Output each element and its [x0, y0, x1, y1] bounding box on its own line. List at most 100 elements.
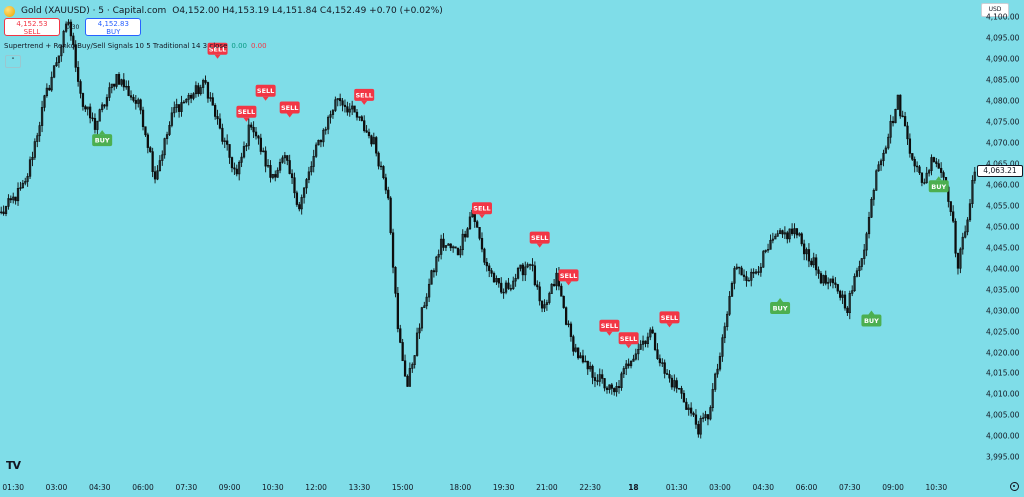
candlestick-chart[interactable]: SELLBUYSELLSELLSELLSELLSELLSELLSELLSELLS…	[0, 0, 976, 470]
candle-body	[860, 258, 863, 267]
candle-body	[305, 179, 308, 189]
symbol-name[interactable]: Gold (XAUUSD) · 5 · Capital.com	[21, 6, 167, 16]
time-axis[interactable]: 01:30 03:00 04:30 06:00 07:30 09:00 10:30 12:00…	[0, 470, 976, 497]
candle-body	[706, 414, 710, 420]
candle-body	[81, 93, 85, 107]
sell-signal[interactable]: SELL	[354, 88, 375, 105]
candle-body	[490, 270, 493, 274]
candle-body	[69, 21, 73, 37]
candle-body	[286, 155, 289, 161]
candle-body	[307, 171, 311, 180]
candle-body	[165, 134, 169, 139]
candle-body	[444, 245, 448, 248]
candle-body	[459, 249, 462, 256]
candle-body	[562, 295, 565, 308]
signal-label: SELL	[531, 234, 548, 242]
candle-body	[670, 377, 674, 388]
sell-signal[interactable]: SELL	[207, 42, 228, 59]
signal-label: SELL	[209, 45, 226, 53]
candle-body	[447, 243, 450, 246]
candle-body	[125, 85, 128, 88]
price-axis[interactable]: 4,100.00 4,095.00 4,090.00 4,085.00 4,080.00…	[976, 0, 1024, 470]
candle-body	[675, 380, 678, 389]
candle-body	[677, 388, 681, 390]
sell-signal[interactable]: SELL	[236, 105, 257, 122]
candle-body	[67, 21, 70, 25]
indicator-legend[interactable]: Supertrend + Renko Buy/Sell Signals 10 5…	[4, 42, 267, 50]
sell-signal[interactable]: SELL	[529, 231, 550, 248]
candle-body	[918, 166, 921, 174]
candle-body	[168, 125, 171, 135]
candle-body	[14, 196, 17, 202]
signal-box	[861, 314, 882, 327]
candle-body	[497, 278, 500, 284]
candle-body	[31, 157, 34, 161]
candle-body	[908, 138, 912, 154]
price-tick-label: 4,040.00	[986, 264, 1020, 274]
current-price-label: 4,063.21	[977, 165, 1023, 178]
candle-body	[375, 137, 378, 154]
buy-signal[interactable]: BUY	[770, 297, 791, 314]
candle-body	[223, 140, 226, 142]
sell-signal[interactable]: SELL	[255, 84, 276, 101]
candle-body	[319, 139, 323, 143]
candle-body	[754, 271, 758, 274]
candle-body	[384, 177, 387, 191]
currency-button[interactable]: USD	[981, 3, 1009, 17]
candle-body	[673, 380, 676, 388]
candle-body	[721, 337, 724, 357]
candle-body	[831, 278, 835, 284]
candle-body	[466, 228, 469, 238]
candle-body	[163, 138, 166, 156]
candle-body	[685, 401, 688, 410]
sell-signal[interactable]: SELL	[279, 101, 300, 118]
candle-body	[427, 283, 431, 298]
candle-body	[887, 136, 890, 149]
candle-body	[658, 358, 662, 364]
candle-body	[108, 87, 111, 98]
price-tick-label: 4,090.00	[986, 54, 1020, 64]
candle-body	[689, 407, 693, 414]
candle-body	[89, 106, 92, 119]
candle-body	[257, 135, 260, 139]
candle-body	[528, 264, 532, 266]
gear-icon[interactable]	[1010, 482, 1019, 491]
candle-body	[579, 355, 582, 359]
candle-body	[238, 161, 241, 175]
candle-body	[872, 189, 875, 200]
candle-body	[137, 99, 140, 104]
buy-signal[interactable]: BUY	[928, 176, 949, 193]
time-tick-label: 09:00	[882, 483, 904, 492]
sell-signal[interactable]: SELL	[471, 202, 492, 219]
candle-body	[64, 23, 68, 32]
candle-body	[442, 238, 445, 248]
candle-body	[769, 240, 772, 250]
candle-body	[810, 260, 813, 266]
candle-body	[942, 172, 945, 178]
candle-body	[21, 182, 24, 189]
buy-label: BUY	[106, 28, 121, 36]
chart-area[interactable]: SELL BUY SELL SELL SELL SELL SELL SELL SELL SELL S…	[0, 0, 976, 470]
candle-body	[512, 280, 515, 290]
candle-body	[651, 329, 654, 334]
candle-body	[4, 206, 8, 215]
candle-body	[122, 79, 125, 88]
buy-signal[interactable]: BUY	[92, 130, 113, 147]
collapse-legend-button[interactable]: ˄	[5, 55, 21, 68]
candle-body	[870, 198, 873, 218]
candle-body	[7, 198, 10, 207]
tradingview-logo-icon[interactable]: TV	[6, 459, 21, 472]
sell-signal[interactable]: SELL	[659, 311, 680, 328]
candle-body	[401, 342, 404, 362]
sell-button[interactable]: 4,152.53 SELL	[4, 18, 60, 36]
sell-signal[interactable]: SELL	[558, 269, 579, 286]
sell-signal[interactable]: SELL	[599, 319, 620, 336]
buy-button[interactable]: 4,152.83 BUY	[85, 18, 142, 36]
candle-body	[617, 386, 621, 389]
candle-body	[60, 46, 63, 57]
candle-body	[312, 156, 315, 167]
buy-signal[interactable]: BUY	[861, 310, 882, 327]
candle-body	[269, 165, 272, 178]
sell-signal[interactable]: SELL	[618, 332, 639, 349]
candle-body	[752, 271, 755, 274]
